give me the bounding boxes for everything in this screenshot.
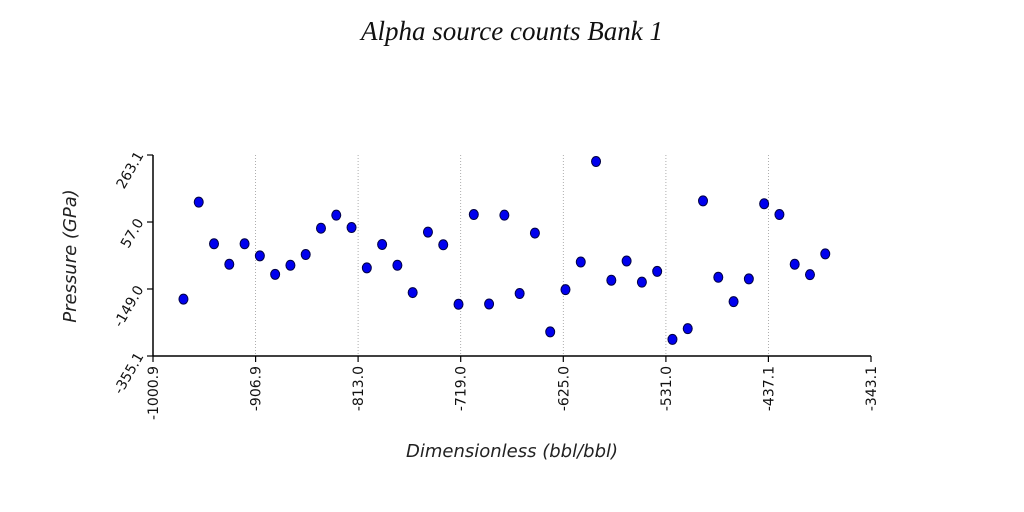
data-point — [422, 226, 433, 238]
data-point — [606, 274, 617, 286]
data-point — [804, 269, 815, 281]
data-point — [529, 227, 540, 239]
data-point — [743, 273, 754, 285]
axes — [152, 155, 871, 357]
data-point — [239, 238, 250, 250]
data-point — [254, 250, 265, 262]
data-point — [178, 293, 189, 305]
data-point — [621, 255, 632, 267]
data-point — [377, 238, 388, 250]
data-point — [193, 196, 204, 208]
data-point — [285, 259, 296, 271]
data-point — [514, 288, 525, 300]
data-point — [728, 296, 739, 308]
data-point — [682, 323, 693, 335]
data-point — [209, 238, 220, 250]
x-tick-label: -437.1 — [761, 366, 777, 411]
data-point — [499, 209, 510, 221]
y-ticks: -355.1 -149.0 57.0 263.1 — [111, 149, 153, 397]
data-point — [667, 333, 678, 345]
data-point — [789, 258, 800, 270]
x-tick-label: -1000.9 — [146, 366, 162, 420]
x-tick-label: -719.0 — [454, 366, 470, 411]
data-point — [636, 276, 647, 288]
data-point — [315, 222, 326, 234]
x-tick-label: -813.0 — [351, 366, 367, 411]
x-tick-label: -906.9 — [249, 366, 265, 411]
data-point — [438, 239, 449, 251]
data-point — [407, 287, 418, 299]
data-point — [759, 198, 770, 210]
data-point — [652, 265, 663, 277]
x-tick-label: -343.1 — [864, 366, 880, 411]
y-axis-label: Pressure (GPa) — [60, 189, 81, 323]
data-point — [560, 284, 571, 296]
data-point — [575, 256, 586, 268]
data-point — [331, 209, 342, 221]
data-point — [591, 156, 602, 168]
data-point — [346, 222, 357, 234]
data-points — [178, 156, 831, 345]
y-tick-label: -149.0 — [111, 283, 147, 330]
x-axis-label: Dimensionless (bbl/bbl) — [406, 441, 618, 462]
data-point — [698, 195, 709, 207]
data-point — [545, 326, 556, 338]
x-ticks: -1000.9 -906.9 -813.0 -719.0 -625.0 -531.0 -43… — [146, 356, 880, 420]
chart-title: Alpha source counts Bank 1 — [361, 16, 663, 46]
data-point — [774, 209, 785, 221]
x-tick-label: -531.0 — [659, 366, 675, 411]
data-point — [361, 262, 372, 274]
data-point — [484, 298, 495, 310]
y-tick-label: -355.1 — [111, 350, 147, 397]
data-point — [713, 271, 724, 283]
data-point — [270, 268, 281, 280]
data-point — [392, 259, 403, 271]
data-point — [224, 258, 235, 270]
data-point — [453, 298, 464, 310]
data-point — [300, 249, 311, 261]
data-point — [820, 248, 831, 260]
x-tick-label: -625.0 — [556, 366, 572, 411]
grid-lines — [255, 155, 769, 356]
data-point — [468, 209, 479, 221]
y-tick-label: 57.0 — [118, 216, 147, 251]
y-tick-label: 263.1 — [114, 149, 148, 192]
